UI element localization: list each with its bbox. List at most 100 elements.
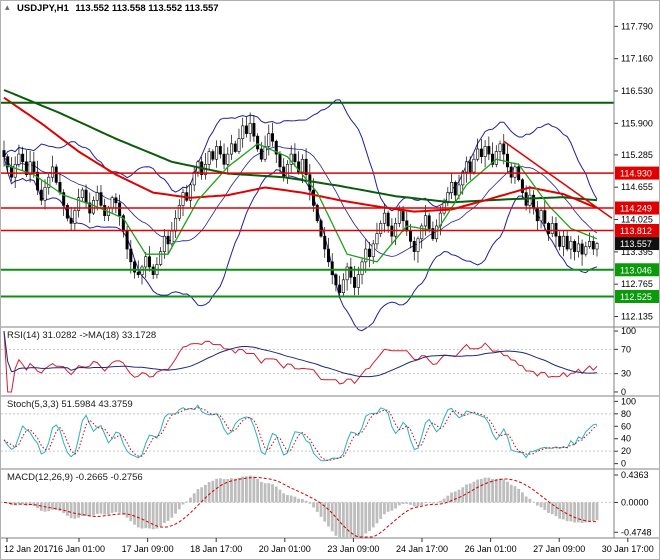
candle-body (92, 199, 96, 214)
candle-body (248, 123, 252, 134)
x-axis-label: 26 Jan 01:00 (465, 544, 517, 554)
candle-body (54, 166, 58, 183)
candle-body (24, 161, 28, 175)
candle-body (356, 274, 360, 288)
candle-body (110, 197, 114, 209)
candle-body (278, 153, 282, 168)
candle-body (401, 210, 405, 222)
candle-body (174, 217, 178, 232)
candle-body (84, 189, 88, 204)
stoch-axis-label: 0 (621, 459, 626, 469)
chart-menu-arrow-icon[interactable]: ▴ (5, 2, 10, 12)
price-label-box (615, 237, 659, 251)
price-label-box (615, 201, 659, 215)
price-label-text: 113.557 (620, 239, 652, 249)
candle-body (207, 151, 211, 165)
candle-body (423, 215, 427, 227)
stoch-signal-line (3, 407, 598, 462)
candle-body (450, 182, 454, 193)
candle-body (181, 192, 185, 206)
price-label-box (615, 166, 659, 180)
y-axis-label: 116.530 (621, 86, 653, 96)
candle-body (576, 243, 580, 252)
trendline[interactable] (503, 140, 613, 219)
y-axis-label: 117.160 (621, 54, 653, 64)
candle-body (382, 212, 386, 224)
candle-body (468, 161, 472, 173)
candle-body (170, 230, 174, 245)
y-axis-label: 115.900 (621, 118, 653, 128)
candle-body (360, 261, 364, 275)
candle-body (77, 197, 81, 211)
candle-body (435, 225, 439, 240)
candle-body (364, 248, 368, 263)
candle-body (591, 241, 595, 250)
rsi-line (3, 330, 598, 393)
candle-body (528, 194, 532, 206)
ma-dark-green-line (3, 89, 598, 204)
x-axis-label: 18 Jan 17:00 (190, 544, 242, 554)
candle-body (43, 187, 47, 201)
rsi-axis-label: 70 (621, 344, 631, 354)
candle-body (118, 202, 122, 216)
candle-body (166, 235, 170, 245)
candle-body (65, 205, 69, 219)
macd-axis-label: 0.0000 (621, 497, 649, 507)
candle-body (263, 146, 267, 160)
candle-body (192, 171, 196, 186)
macd-axis-label: 0.4363 (621, 470, 649, 480)
candle-body (558, 235, 562, 247)
bollinger-line (3, 156, 598, 332)
candle-body (345, 266, 349, 281)
candle-body (271, 133, 275, 142)
candle-body (588, 241, 592, 247)
candle-body (505, 153, 509, 168)
time-scale[interactable] (1, 538, 660, 560)
candlesticks (2, 112, 599, 299)
candle-body (483, 146, 487, 157)
candle-body (520, 179, 524, 193)
candle-body (487, 146, 491, 155)
chart-symbol-timeframe: USDJPY,H1 (17, 3, 69, 14)
price-scale[interactable] (614, 1, 660, 538)
rsi-ma-line (3, 330, 598, 378)
candle-body (39, 189, 43, 201)
candle-body (412, 241, 416, 252)
candle-body (47, 176, 51, 188)
candle-body (472, 158, 476, 173)
candle-body (133, 261, 137, 273)
candle-body (215, 146, 219, 160)
candle-body (479, 148, 483, 157)
y-axis-label: 114.655 (621, 182, 653, 192)
candle-body (17, 153, 21, 165)
candle-body (457, 184, 461, 196)
candle-body (80, 189, 84, 199)
candle-body (147, 256, 151, 268)
candle-body (379, 223, 383, 234)
candle-body (2, 150, 6, 157)
candle-body (159, 251, 163, 265)
candle-body (285, 164, 289, 178)
candle-body (509, 166, 513, 178)
x-axis-label: 17 Jan 09:00 (122, 544, 174, 554)
candle-body (595, 243, 599, 250)
ma-red-line (3, 96, 598, 213)
candle-body (188, 184, 192, 201)
candle-body (256, 135, 260, 150)
candle-body (502, 143, 506, 155)
candle-body (282, 166, 286, 178)
price-label-text: 114.249 (620, 204, 652, 214)
candle-body (259, 148, 263, 160)
candle-body (491, 153, 495, 165)
candle-body (367, 248, 371, 258)
candle-body (162, 235, 166, 252)
stoch-axis-label: 40 (621, 434, 631, 444)
x-axis-label: 20 Jan 01:00 (259, 544, 311, 554)
x-axis-label: 27 Jan 09:00 (533, 544, 585, 554)
candle-body (58, 182, 62, 193)
price-label-text: 112.525 (620, 292, 652, 302)
candle-body (177, 205, 181, 219)
candle-body (233, 143, 237, 152)
candle-body (312, 189, 316, 206)
